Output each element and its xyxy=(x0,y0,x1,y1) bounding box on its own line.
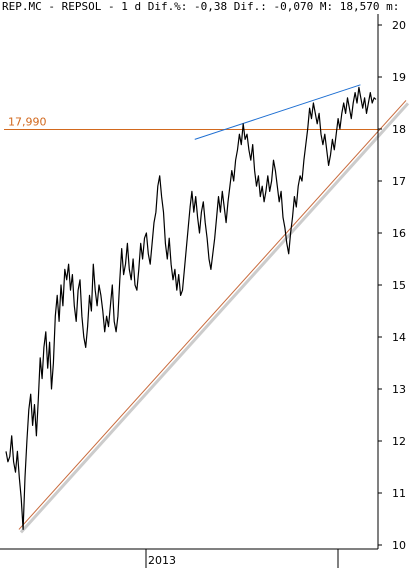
y-tick-label: 12 xyxy=(392,435,406,448)
resistance-trendline xyxy=(194,84,361,140)
y-tick-label: 20 xyxy=(392,19,406,32)
y-tick-label: 18 xyxy=(392,123,406,136)
support-trendline xyxy=(18,100,407,530)
y-tick-label: 10 xyxy=(392,539,406,552)
y-tick-label: 11 xyxy=(392,487,406,500)
chart-header: REP.MC - REPSOL - 1 d Dif.%: -0,38 Dif.:… xyxy=(0,0,413,14)
support-level-label: 17,990 xyxy=(8,116,47,129)
y-tick-label: 16 xyxy=(392,227,406,240)
y-tick-label: 14 xyxy=(392,331,406,344)
y-tick-label: 17 xyxy=(392,175,406,188)
support-trendline-shadow xyxy=(19,102,410,534)
y-tick-label: 13 xyxy=(392,383,406,396)
x-tick-label: 2013 xyxy=(148,554,176,567)
price-line xyxy=(5,86,377,530)
y-tick-label: 15 xyxy=(392,279,406,292)
y-tick-label: 19 xyxy=(392,71,406,84)
